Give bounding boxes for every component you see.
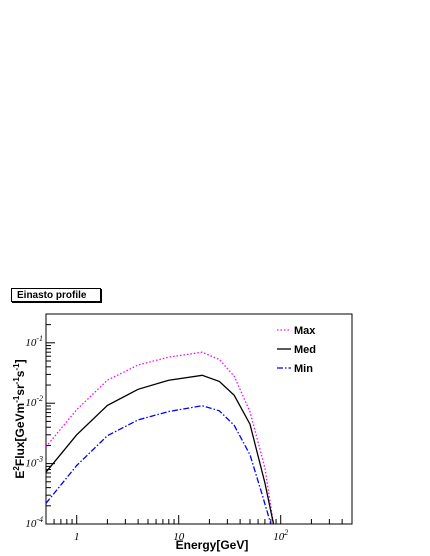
- y-tick-label: 10-1: [25, 334, 43, 349]
- y-tick-label: 10-4: [25, 515, 43, 530]
- axis-ticks: [45, 324, 353, 525]
- axis-labels: 1 10 102 10-4 10-3 10-2 10-1 Energy[GeV] E2Flux[…: [12, 334, 288, 552]
- x-axis-title: Energy[GeV]: [176, 538, 249, 552]
- legend-label-max: Max: [294, 325, 316, 337]
- chart-title: Einasto profile: [11, 288, 101, 302]
- series-line-min: [46, 405, 272, 524]
- series-line-med: [46, 374, 275, 524]
- legend-label-min: Min: [294, 363, 313, 375]
- y-axis-title: E2Flux[GeVm-1sr-1s-1]: [12, 359, 27, 478]
- x-tick-label: 10: [173, 531, 185, 543]
- y-tick-label: 10-2: [25, 394, 43, 409]
- y-tick-label: 10-3: [25, 455, 43, 470]
- series-lines: [46, 351, 275, 524]
- legend-label-med: Med: [294, 344, 316, 356]
- x-tick-label: 102: [273, 528, 288, 543]
- legend: Max Med Min: [277, 325, 316, 375]
- plot-frame: [45, 313, 353, 525]
- series-line-max: [46, 351, 275, 524]
- x-tick-label: 1: [74, 531, 80, 543]
